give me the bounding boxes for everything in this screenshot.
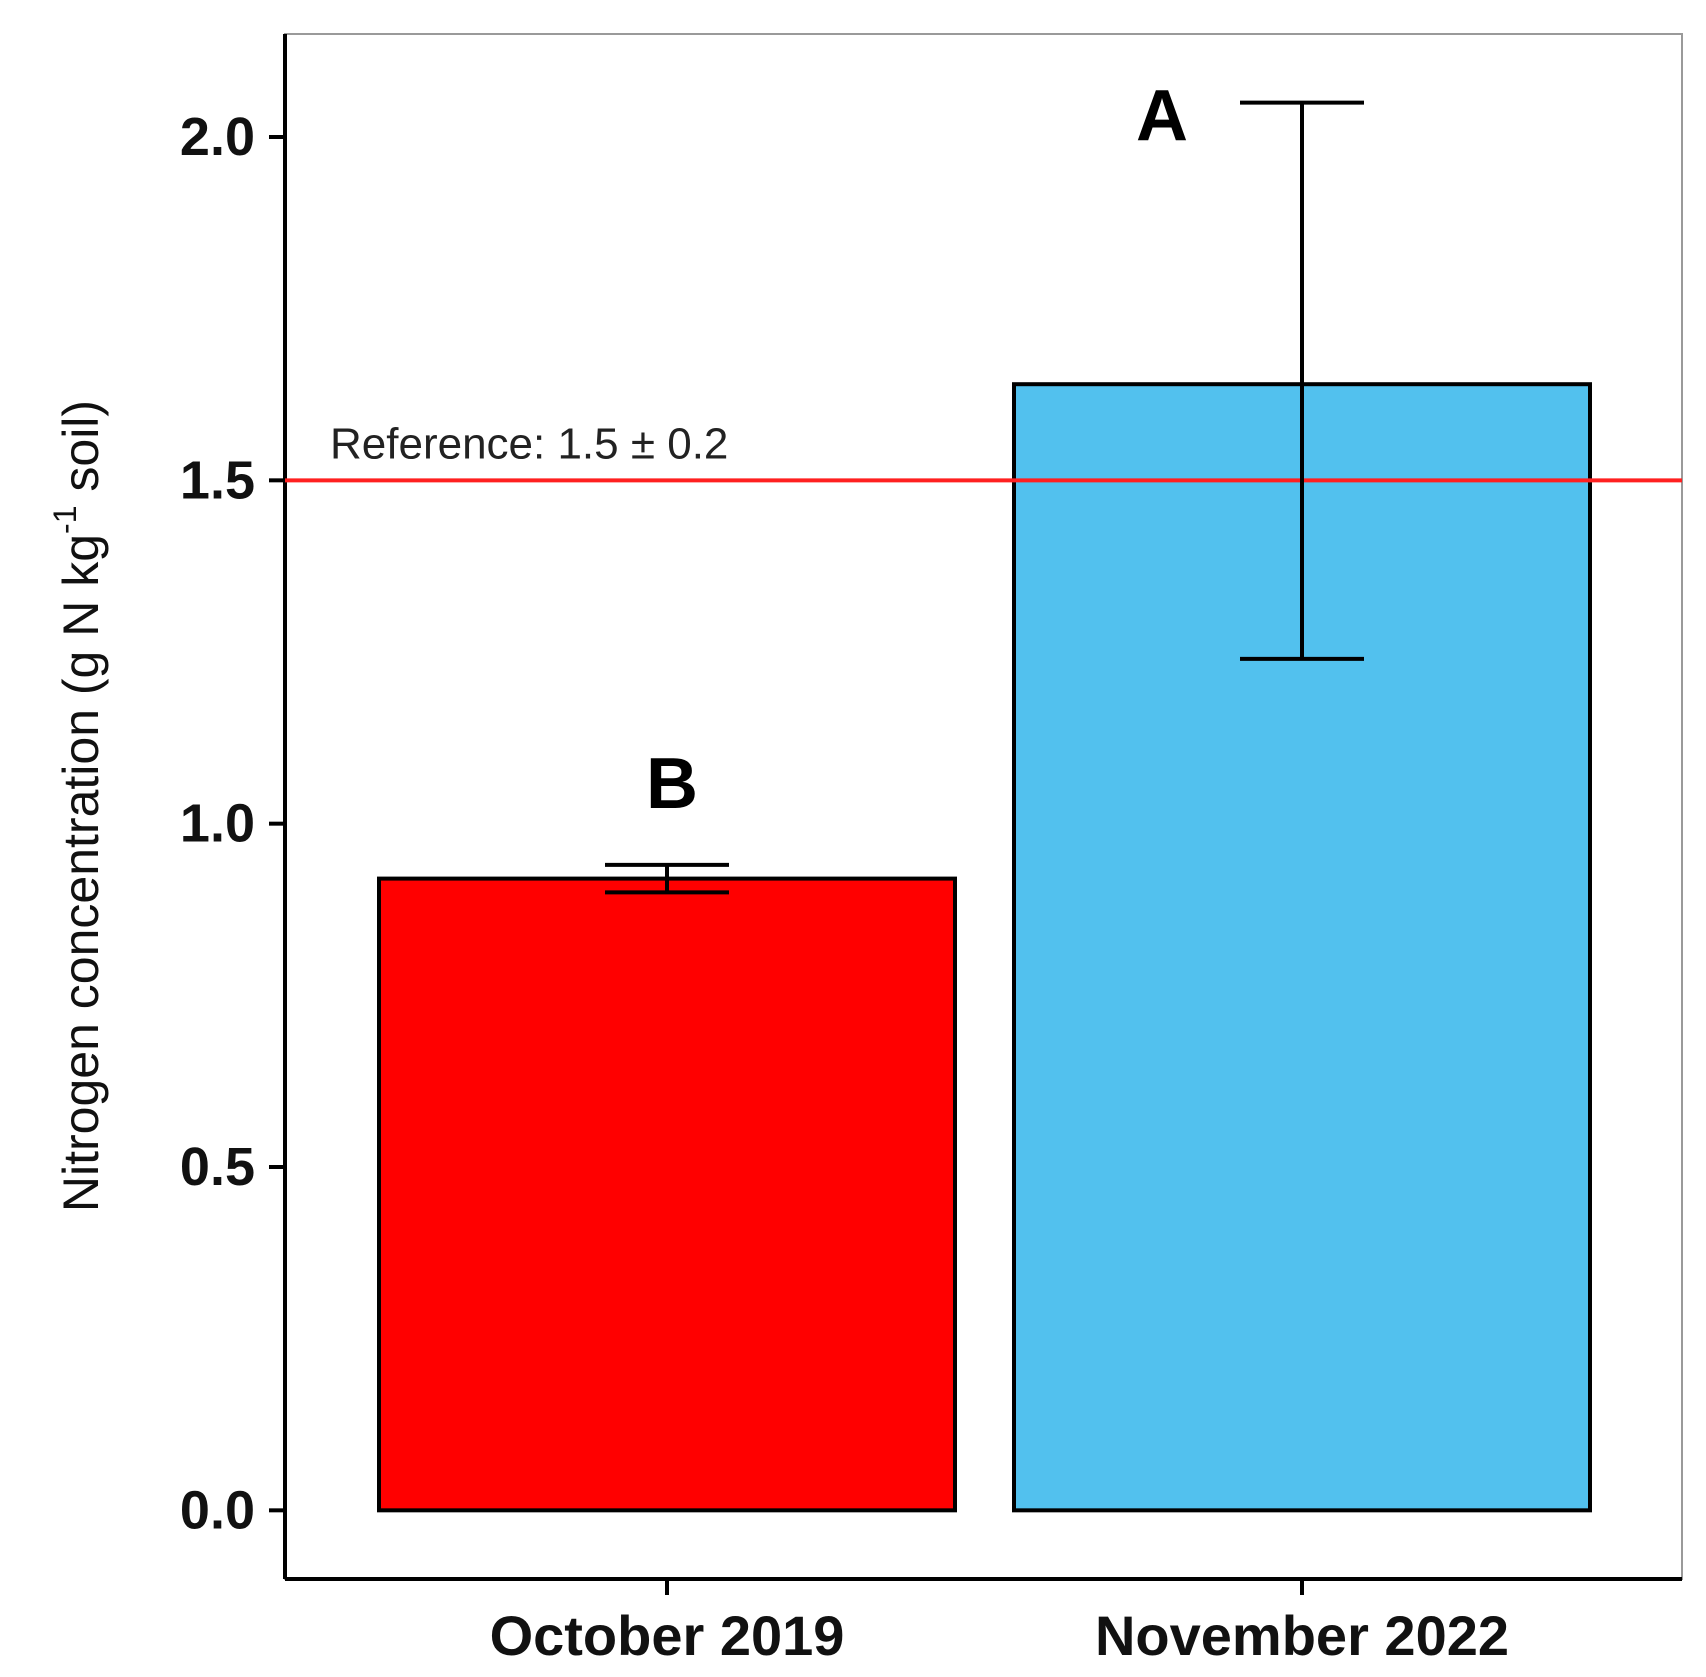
significance-letter-1: A (1136, 76, 1188, 156)
y-tick-label-1: 0.5 (180, 1137, 255, 1197)
y-axis-title-tail: soil) (53, 400, 109, 506)
y-tick-label-4: 2.0 (180, 107, 255, 167)
y-axis-title-sup: -1 (47, 506, 83, 534)
bar-0 (377, 876, 957, 1513)
y-tick-label-0: 0.0 (180, 1480, 255, 1540)
y-axis-title-main: Nitrogen concentration (g N kg (53, 534, 109, 1212)
y-tick-label-3: 1.5 (180, 450, 255, 510)
y-axis-title: Nitrogen concentration (g N kg-1 soil) (47, 400, 109, 1212)
x-tick-label-0: October 2019 (490, 1604, 845, 1667)
reference-line-label: Reference: 1.5 ± 0.2 (330, 419, 728, 468)
x-tick-label-1: November 2022 (1095, 1604, 1509, 1667)
y-tick-label-2: 1.0 (180, 794, 255, 854)
significance-letter-0: B (646, 744, 698, 824)
